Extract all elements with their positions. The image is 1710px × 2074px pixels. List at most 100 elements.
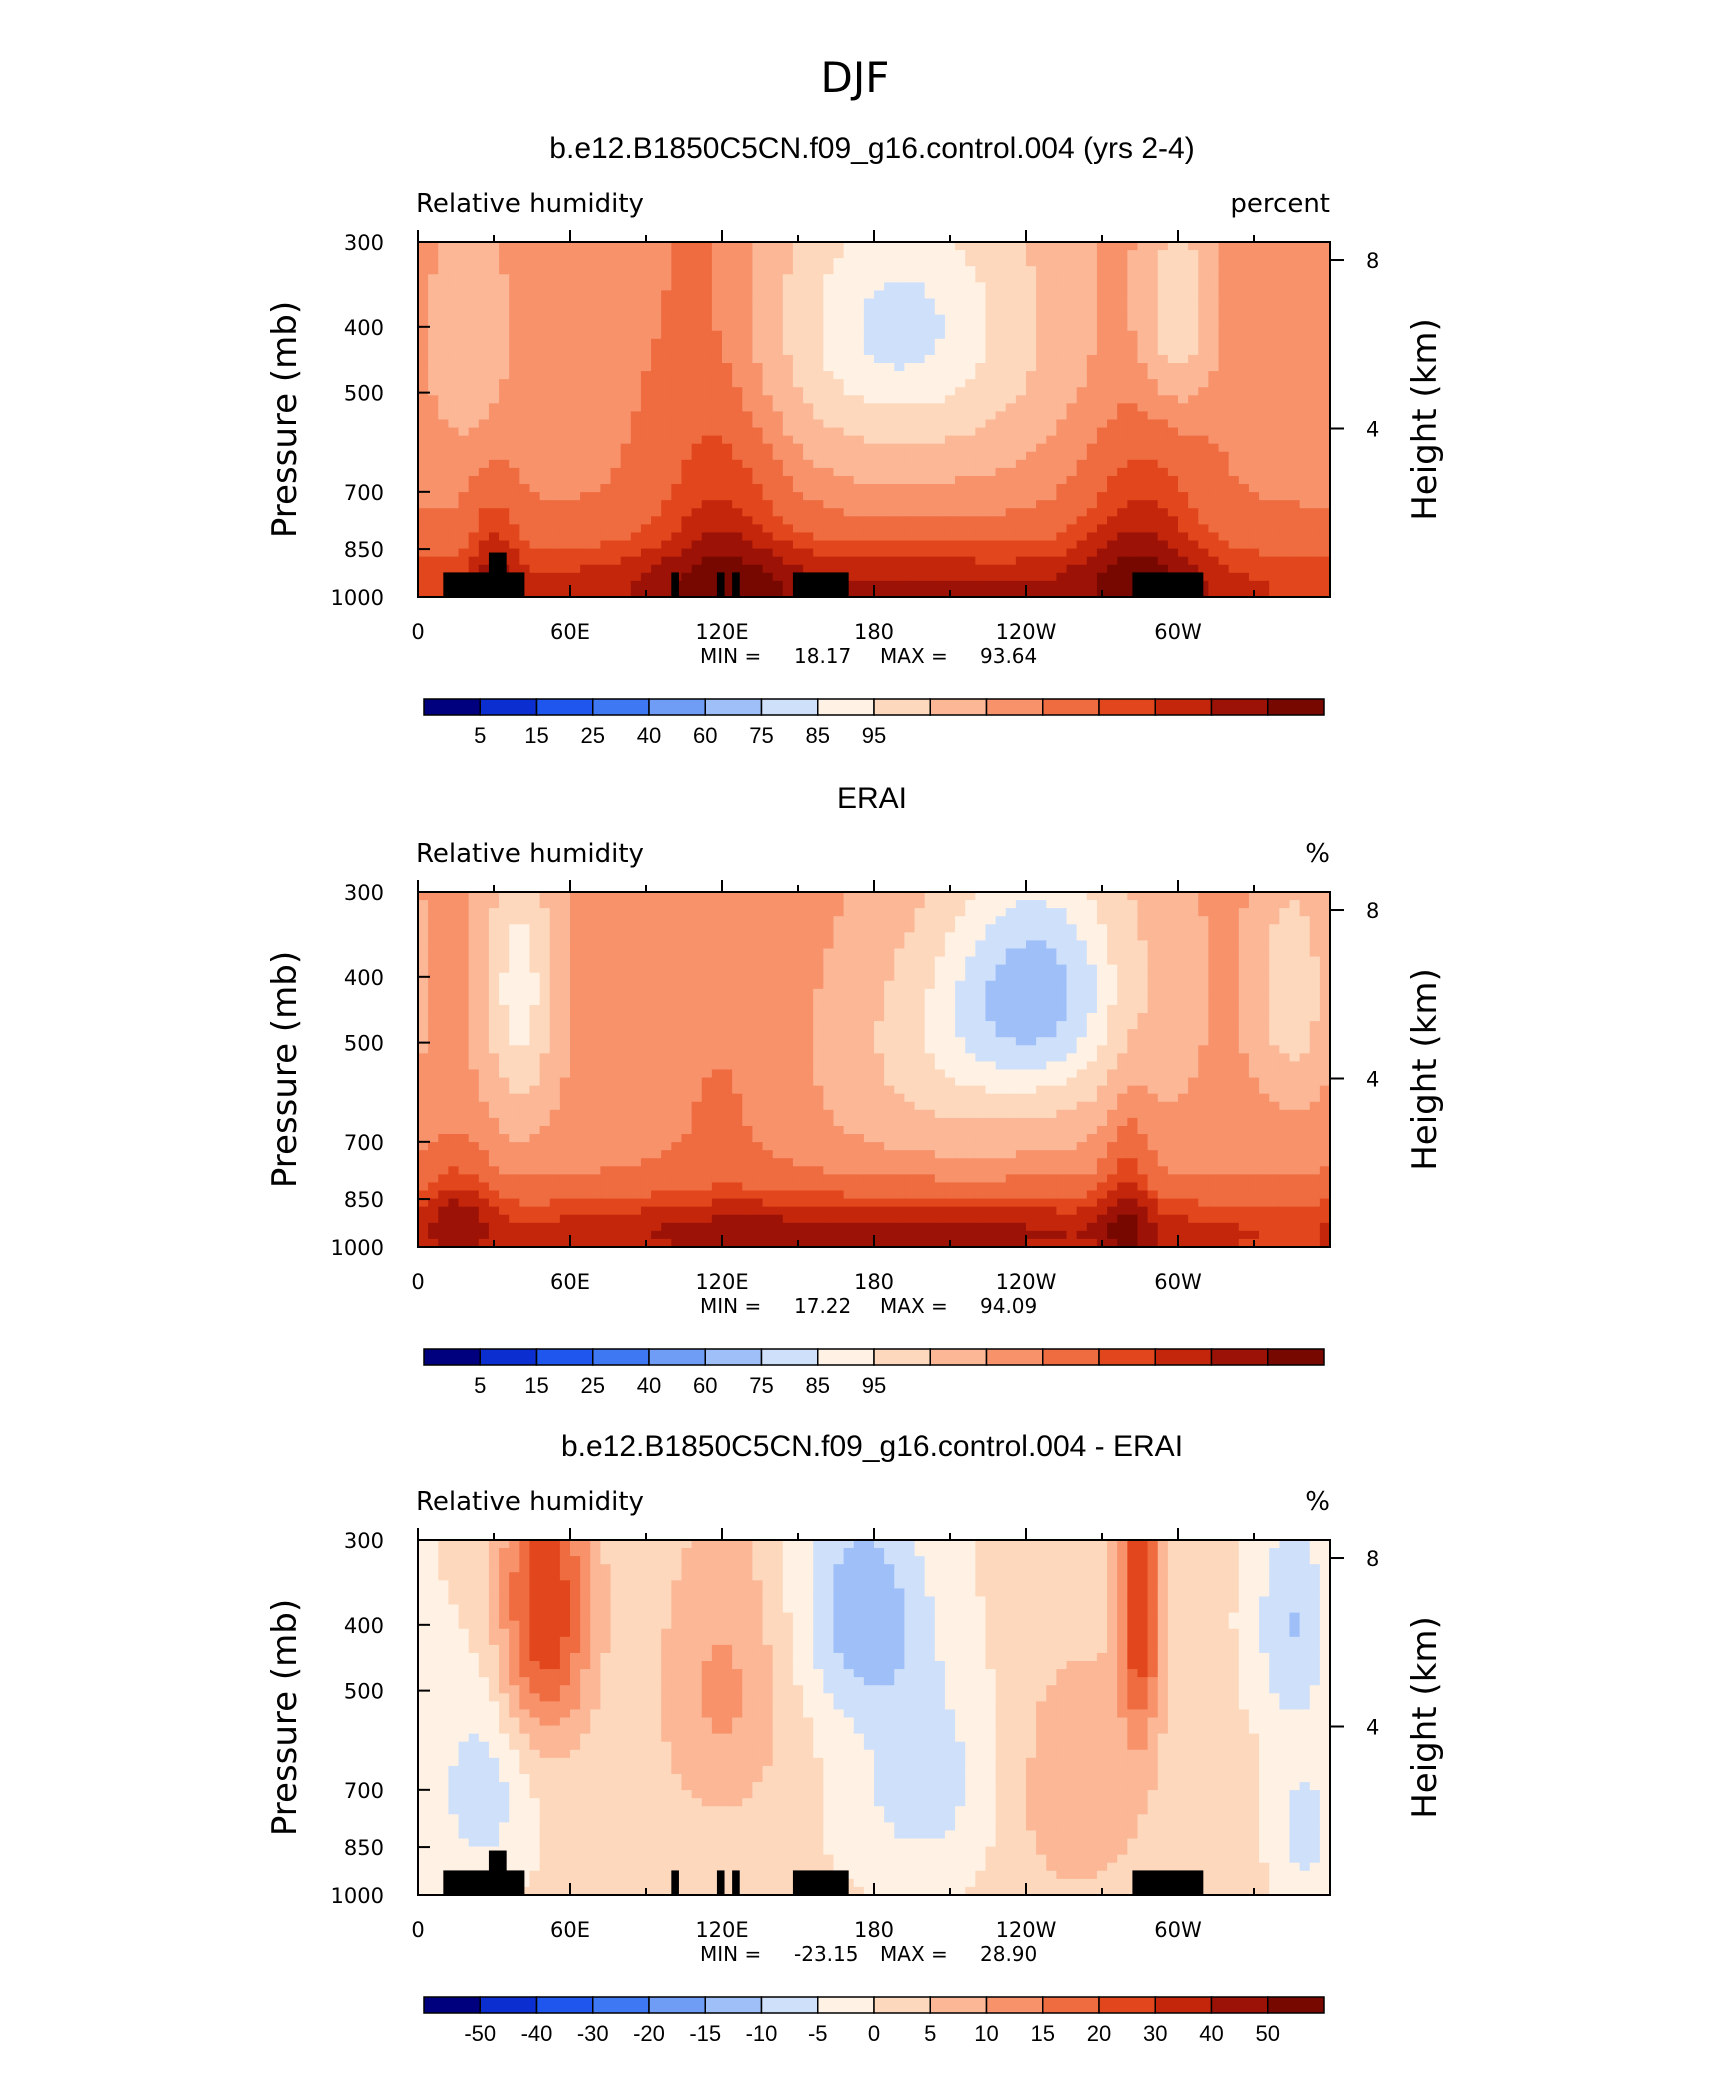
field-cell: [428, 900, 439, 909]
field-cell: [1238, 892, 1250, 901]
field-cell: [1319, 508, 1331, 517]
field-cell: [823, 346, 835, 356]
field-cell: [711, 900, 723, 909]
field-cell: [1015, 346, 1027, 356]
field-cell: [833, 443, 845, 453]
field-cell: [1157, 419, 1169, 429]
field-cell: [1046, 443, 1057, 453]
field-cell: [985, 940, 997, 950]
field-cell: [1238, 443, 1250, 453]
field-cell: [701, 435, 713, 445]
field-cell: [600, 330, 612, 340]
field-cell: [1248, 467, 1260, 477]
field-cell: [833, 908, 845, 917]
field-cell: [1269, 427, 1280, 437]
field-cell: [934, 516, 946, 525]
field-cell: [995, 354, 1007, 364]
field-cell: [1167, 948, 1179, 958]
field-cell: [428, 484, 439, 493]
field-cell: [1289, 419, 1301, 429]
field-cell: [519, 322, 531, 332]
field-cell: [843, 924, 855, 933]
field-cell: [752, 900, 764, 909]
field-cell: [590, 443, 601, 453]
field-cell: [1056, 516, 1068, 525]
field-cell: [742, 379, 753, 388]
field-cell: [630, 306, 642, 316]
field-cell: [975, 556, 987, 566]
field-cell: [1117, 548, 1128, 558]
field-cell: [681, 924, 693, 933]
field-cell: [559, 475, 571, 485]
field-cell: [1167, 371, 1179, 380]
field-cell: [874, 484, 885, 493]
field-cell: [630, 282, 642, 292]
field-cell: [1319, 322, 1331, 332]
field-cell: [1228, 580, 1240, 590]
field-cell: [1269, 556, 1280, 566]
field-cell: [1299, 892, 1311, 901]
field-cell: [580, 387, 591, 396]
field-cell: [884, 572, 895, 582]
field-cell: [1178, 475, 1189, 485]
field-cell: [985, 556, 997, 566]
field-cell: [630, 948, 642, 958]
field-cell: [1319, 443, 1331, 453]
field-cell: [742, 363, 753, 372]
field-cell: [803, 948, 814, 958]
field-cell: [1279, 379, 1291, 388]
field-cell: [620, 322, 632, 332]
field-cell: [1076, 250, 1088, 259]
field-cell: [701, 451, 713, 461]
field-cell: [934, 900, 946, 909]
field-cell: [894, 435, 905, 445]
field-cell: [1066, 346, 1078, 356]
field-cell: [539, 564, 551, 574]
field-cell: [1299, 524, 1311, 534]
field-cell: [853, 451, 865, 461]
field-cell: [722, 290, 733, 300]
field-cell: [782, 540, 794, 550]
field-cell: [1167, 387, 1179, 396]
field-cell: [955, 932, 966, 942]
field-cell: [742, 451, 753, 461]
field-cell: [539, 484, 551, 493]
field-cell: [600, 451, 612, 461]
field-cell: [884, 588, 895, 598]
field-cell: [711, 363, 723, 372]
field-cell: [529, 956, 541, 966]
field-cell: [590, 588, 601, 598]
field-cell: [549, 556, 561, 566]
field-cell: [630, 258, 642, 267]
field-cell: [1269, 290, 1280, 300]
field-cell: [955, 354, 966, 364]
field-cell: [1157, 451, 1169, 461]
field-cell: [1228, 564, 1240, 574]
field-cell: [1299, 338, 1311, 348]
field-cell: [1218, 492, 1230, 501]
field-cell: [1046, 330, 1057, 340]
field-cell: [509, 972, 520, 982]
field-cell: [1248, 892, 1260, 901]
field-cell: [1046, 516, 1057, 525]
field-cell: [1046, 435, 1057, 445]
field-cell: [1026, 338, 1037, 348]
field-cell: [1248, 306, 1260, 316]
field-cell: [732, 956, 743, 966]
field-cell: [742, 314, 753, 324]
field-cell: [722, 411, 733, 421]
field-cell: [823, 411, 835, 421]
field-cell: [874, 266, 885, 275]
field-cell: [1026, 250, 1037, 259]
field-cell: [1015, 916, 1027, 925]
field-cell: [559, 532, 571, 542]
field-cell: [762, 500, 774, 509]
field-cell: [1117, 492, 1128, 501]
field-cell: [874, 564, 885, 574]
field-cell: [965, 916, 976, 925]
field-cell: [1259, 900, 1270, 909]
field-cell: [620, 346, 632, 356]
field-cell: [792, 314, 804, 324]
field-cell: [468, 411, 480, 421]
field-cell: [428, 467, 439, 477]
